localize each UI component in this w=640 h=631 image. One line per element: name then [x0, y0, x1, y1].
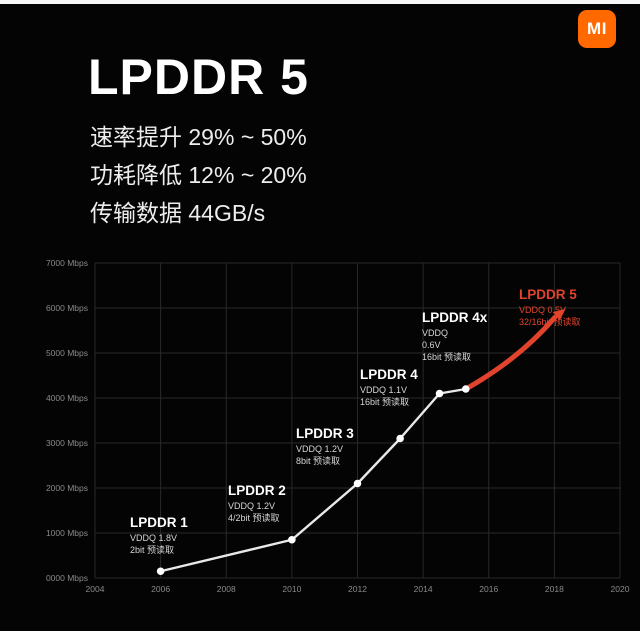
- page-title: LPDDR 5: [88, 49, 309, 105]
- y-axis-tick-label: 7000 Mbps: [46, 258, 88, 268]
- chart-canvas: 0000 Mbps 1000 Mbps 2000 Mbps 3000 Mbps 4000…: [46, 258, 630, 594]
- feature-data-transfer: 传输数据 44GB/s: [90, 200, 266, 226]
- annotation-lpddr-2: LPDDR 2 VDDQ 1.2V 4/2bit 预读取: [228, 483, 286, 523]
- chart-grid: [94, 262, 621, 579]
- series-line: [159, 387, 467, 573]
- feature-list: 速率提升 29% ~ 50% 功耗降低 12% ~ 20% 传输数据 44GB/…: [90, 118, 307, 232]
- data-point: [396, 434, 404, 443]
- x-axis-tick-label: 2006: [151, 584, 170, 594]
- highlight-arrow-shaft: [463, 315, 558, 392]
- highlight-arrow-head: [552, 308, 566, 321]
- annotation-lpddr-3: LPDDR 3 VDDQ 1.2V 8bit 预读取: [296, 426, 354, 466]
- annotation-lpddr-1: LPDDR 1 VDDQ 1.8V 2bit 预读取: [130, 515, 188, 555]
- data-point: [435, 389, 444, 398]
- feature-speed-uplift: 速率提升 29% ~ 50%: [90, 124, 307, 150]
- lpddr-evolution-chart: 0000 Mbps 1000 Mbps 2000 Mbps 3000 Mbps 4000…: [40, 248, 632, 608]
- x-axis-tick-label: 2008: [217, 584, 236, 594]
- feature-power-saving: 功耗降低 12% ~ 20%: [90, 162, 307, 188]
- y-axis-tick-label: 5000 Mbps: [46, 348, 88, 358]
- xiaomi-logo: MI: [578, 10, 616, 48]
- y-axis-tick-label: 6000 Mbps: [46, 303, 88, 313]
- y-axis-tick-label: 1000 Mbps: [46, 528, 88, 538]
- x-axis-tick-label: 2020: [611, 584, 630, 594]
- axis-labels: 0000 Mbps 1000 Mbps 2000 Mbps 3000 Mbps 4000…: [46, 258, 630, 594]
- y-axis-tick-label: 2000 Mbps: [46, 483, 88, 493]
- x-axis-tick-label: 2016: [479, 584, 498, 594]
- annotation-lpddr-4x: LPDDR 4x VDDQ 0.6V 16bit 预读取: [422, 310, 488, 362]
- annotation-lpddr-4: LPDDR 4 VDDQ 1.1V 16bit 预读取: [360, 367, 418, 407]
- xiaomi-logo-text: MI: [587, 19, 607, 38]
- y-axis-tick-label: 4000 Mbps: [46, 393, 88, 403]
- top-edge-strip: [0, 0, 640, 4]
- data-point: [156, 567, 165, 576]
- data-point: [461, 385, 470, 393]
- x-axis-tick-label: 2004: [86, 584, 105, 594]
- x-axis-tick-label: 2010: [282, 584, 301, 594]
- annotation-lpddr-5: LPDDR 5 VDDQ 0.5V 32/16bit 预读取: [519, 287, 581, 327]
- y-axis-tick-label: 0000 Mbps: [46, 573, 88, 583]
- data-point: [353, 479, 362, 488]
- data-point: [288, 535, 296, 544]
- y-axis-tick-label: 3000 Mbps: [46, 438, 88, 448]
- x-axis-tick-label: 2018: [545, 584, 564, 594]
- x-axis-tick-label: 2012: [348, 584, 367, 594]
- x-axis-tick-label: 2014: [414, 584, 433, 594]
